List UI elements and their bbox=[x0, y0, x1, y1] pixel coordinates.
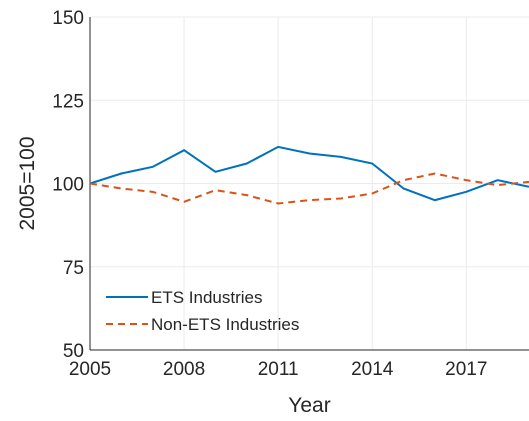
x-tick-label: 2008 bbox=[163, 359, 205, 380]
x-axis-label: Year bbox=[288, 394, 330, 417]
legend-label: ETS Industries bbox=[151, 288, 263, 307]
x-tick-label: 2011 bbox=[258, 359, 299, 380]
y-tick-label: 50 bbox=[63, 341, 84, 362]
y-axis-label: 2005=100 bbox=[16, 136, 39, 230]
x-tick-label: 2014 bbox=[351, 359, 394, 380]
data-line bbox=[89, 172, 529, 205]
legend-label: Non-ETS Industries bbox=[151, 315, 299, 334]
y-tick-label: 150 bbox=[52, 8, 84, 29]
y-tick-label: 100 bbox=[52, 175, 84, 196]
x-tick-label: 2017 bbox=[445, 359, 487, 380]
data-line bbox=[89, 145, 529, 202]
y-tick-label: 125 bbox=[52, 91, 84, 112]
x-tick-label: 2005 bbox=[69, 359, 111, 380]
y-tick-label: 75 bbox=[63, 258, 84, 279]
